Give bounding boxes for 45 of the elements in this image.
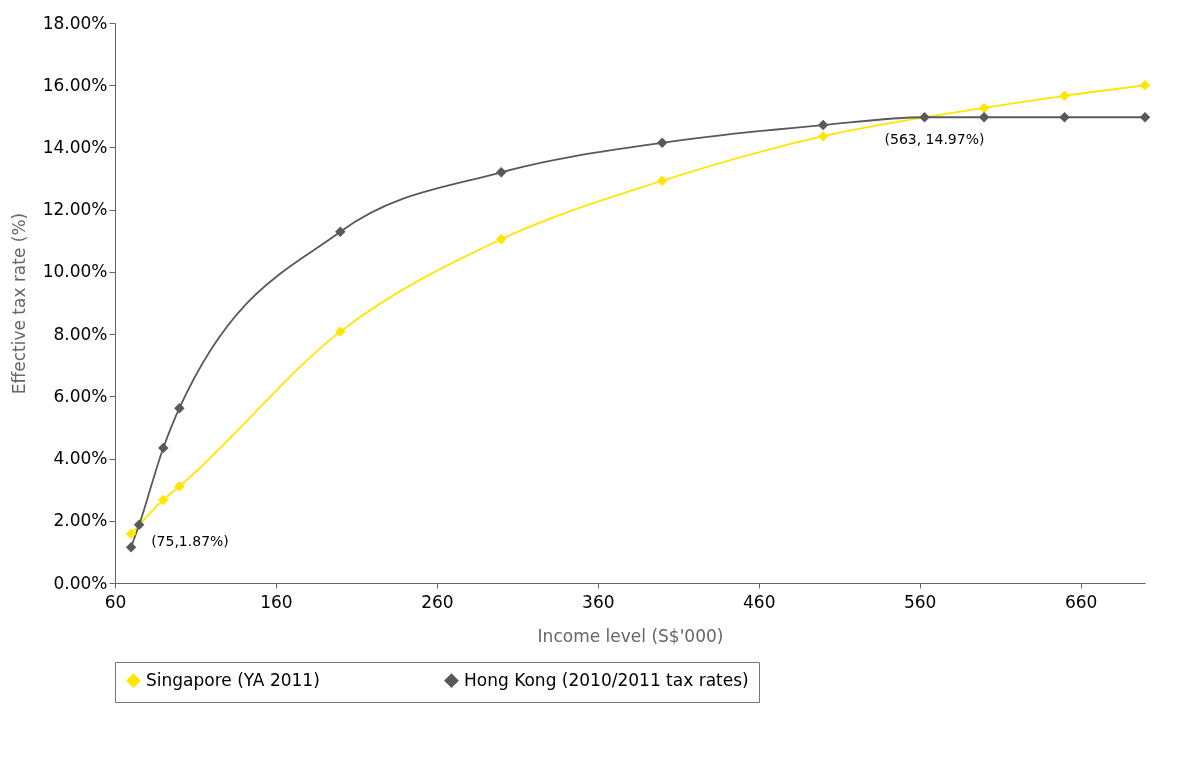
- y-tick-label: 12.00%: [42, 199, 108, 220]
- point: [978, 102, 990, 114]
- legend-label: Hong Kong (2010/2011 tax rates): [464, 669, 749, 690]
- point: [125, 528, 137, 540]
- point: [919, 112, 930, 123]
- point: [174, 402, 185, 414]
- point: [656, 175, 668, 186]
- x-tick-label: 160: [260, 591, 293, 612]
- x-axis-title: Income level (S$'000): [537, 625, 724, 646]
- y-tick-label: 0.00%: [53, 572, 108, 593]
- y-axis-title: Effective tax rate (%): [8, 212, 29, 395]
- y-tick-label: 6.00%: [53, 385, 108, 406]
- x-tick-label: 560: [903, 591, 937, 612]
- y-tick-label: 18.00%: [42, 12, 108, 33]
- x-tick-label: 460: [743, 591, 776, 612]
- x-tick-label: 260: [421, 591, 454, 612]
- y-tick-label: 2.00%: [53, 510, 108, 531]
- point: [1059, 90, 1070, 102]
- point: [125, 541, 137, 553]
- point: [158, 442, 169, 454]
- y-tick-label: 10.00%: [42, 261, 108, 282]
- y-tick-label: 16.00%: [42, 74, 108, 95]
- point: [335, 226, 346, 237]
- x-tick-label: 60: [104, 591, 127, 612]
- x-tick-label: 660: [1064, 591, 1098, 612]
- point: [335, 326, 346, 337]
- annotation: (563, 14.97%): [884, 131, 985, 148]
- point: [133, 519, 145, 531]
- y-tick-label: 8.00%: [53, 323, 108, 344]
- point: [496, 167, 507, 178]
- x-tick-label: 360: [582, 591, 615, 612]
- y-tick-label: 14.00%: [42, 136, 108, 157]
- point: [656, 137, 668, 149]
- point: [817, 119, 829, 131]
- point: [978, 112, 990, 123]
- point: [817, 131, 829, 142]
- y-tick-label: 4.00%: [53, 448, 108, 469]
- point: [1059, 112, 1070, 123]
- legend-label: Singapore (YA 2011): [146, 669, 320, 690]
- point: [174, 481, 185, 492]
- point: [1139, 112, 1151, 123]
- annotation: (75,1.87%): [151, 532, 229, 549]
- point: [158, 494, 169, 506]
- point: [1139, 79, 1151, 91]
- point: [496, 233, 507, 245]
